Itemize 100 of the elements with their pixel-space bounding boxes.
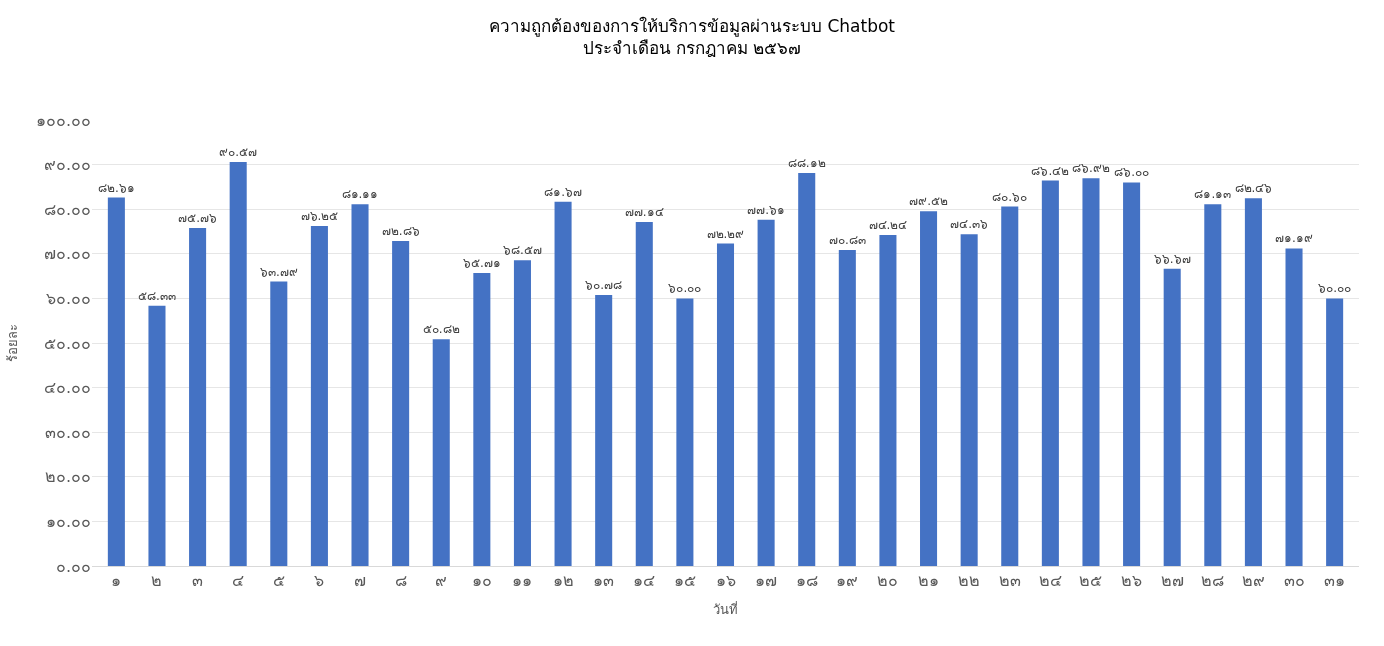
bar bbox=[229, 162, 247, 566]
data-label: ๕๐.๘๒ bbox=[422, 322, 460, 337]
data-label: ๘๖.๙๒ bbox=[1072, 161, 1110, 176]
data-label: ๗๗.๖๑ bbox=[747, 202, 786, 217]
bar bbox=[554, 201, 572, 566]
data-label: ๘๖.๔๒ bbox=[1031, 163, 1070, 178]
x-tick-label: ๘ bbox=[394, 571, 407, 591]
data-label: ๗๗.๑๔ bbox=[624, 204, 664, 219]
data-label: ๗๐.๘๓ bbox=[828, 233, 866, 248]
y-tick-label: ๘๐.๐๐ bbox=[43, 199, 91, 219]
x-tick-label: ๗ bbox=[354, 571, 367, 591]
x-tick-label: ๓๑ bbox=[1324, 571, 1346, 591]
data-label: ๘๐.๖๐ bbox=[992, 189, 1028, 204]
data-label: ๗๖.๒๕ bbox=[300, 208, 339, 223]
x-axis-title: วันที่ bbox=[713, 600, 738, 617]
x-tick-label: ๒๕ bbox=[1079, 571, 1103, 591]
x-tick-label: ๒ bbox=[151, 571, 163, 591]
x-tick-label: ๒๖ bbox=[1121, 571, 1143, 591]
x-tick-label: ๒๐ bbox=[877, 571, 899, 591]
bar bbox=[513, 260, 531, 566]
y-tick-label: ๗๐.๐๐ bbox=[43, 244, 91, 264]
data-label: ๘๑.๑๑ bbox=[341, 187, 379, 202]
bar bbox=[392, 241, 410, 566]
chart-title: ความถูกต้องของการให้บริการข้อมูลผ่านระบบ Chatbot ประจำเดือน กรกฎาคม ๒๕๖๗ bbox=[489, 16, 896, 59]
x-tick-label: ๓ bbox=[192, 571, 204, 591]
x-tick-label: ๑๘ bbox=[795, 571, 818, 591]
x-tick-label: ๒๒ bbox=[958, 571, 981, 591]
data-label: ๘๖.๐๐ bbox=[1114, 165, 1149, 180]
bar bbox=[107, 197, 125, 566]
bar bbox=[838, 250, 856, 566]
x-tick-label: ๒๓ bbox=[998, 571, 1021, 591]
x-tick-label: ๒๔ bbox=[1038, 571, 1062, 591]
bar bbox=[1001, 206, 1019, 566]
y-tick-label: ๑๐๐.๐๐ bbox=[35, 110, 91, 130]
bar bbox=[595, 294, 613, 566]
bar bbox=[1326, 298, 1344, 566]
bar bbox=[351, 204, 369, 566]
x-tick-label: ๒๑ bbox=[918, 571, 940, 591]
data-label: ๖๕.๗๑ bbox=[462, 255, 501, 270]
data-label: ๖๐.๐๐ bbox=[1318, 281, 1352, 296]
data-label: ๖๐.๐๐ bbox=[668, 281, 702, 296]
bar bbox=[1082, 178, 1100, 566]
x-tick-label: ๑๖ bbox=[715, 571, 736, 591]
bar bbox=[270, 281, 288, 566]
data-label: ๘๒.๖๑ bbox=[97, 180, 135, 195]
bar bbox=[432, 339, 450, 566]
bar bbox=[1163, 268, 1181, 566]
y-tick-label: ๙๐.๐๐ bbox=[43, 155, 91, 175]
x-tick-label: ๑ bbox=[111, 571, 122, 591]
data-label: ๕๘.๓๓ bbox=[138, 288, 176, 303]
x-tick-label: ๙ bbox=[435, 571, 448, 591]
y-tick-label: ๐.๐๐ bbox=[55, 556, 91, 576]
x-tick-label: ๑๑ bbox=[512, 571, 533, 591]
bar bbox=[716, 243, 735, 566]
bar bbox=[635, 221, 653, 566]
y-tick-label: ๑๐.๐๐ bbox=[45, 512, 91, 531]
x-tick-label: ๑๙ bbox=[836, 571, 859, 591]
x-tick-label: ๒๘ bbox=[1201, 571, 1225, 591]
bar bbox=[1285, 248, 1303, 566]
x-tick-label: ๔ bbox=[232, 571, 245, 591]
bar bbox=[189, 228, 207, 566]
data-label: ๖๓.๗๙ bbox=[259, 264, 298, 279]
data-label: ๖๖.๖๗ bbox=[1153, 251, 1191, 266]
data-label: ๗๙.๕๒ bbox=[909, 194, 948, 209]
x-tick-label: ๑๐ bbox=[471, 571, 492, 591]
data-label: ๗๑.๑๙ bbox=[1275, 231, 1313, 246]
bar bbox=[879, 234, 897, 566]
data-label: ๘๒.๔๖ bbox=[1234, 181, 1273, 196]
data-label: ๘๘.๑๒ bbox=[787, 155, 826, 170]
data-label: ๗๔.๒๔ bbox=[868, 217, 908, 232]
x-tick-label: ๑๗ bbox=[755, 571, 778, 591]
bar bbox=[310, 225, 328, 566]
y-tick-label: ๕๐.๐๐ bbox=[43, 333, 91, 353]
x-tick-label: ๑๒ bbox=[552, 571, 574, 591]
bar bbox=[960, 234, 978, 566]
data-label: ๗๒.๒๙ bbox=[706, 226, 745, 241]
data-label: ๖๘.๕๗ bbox=[503, 243, 542, 258]
bar bbox=[920, 211, 938, 566]
x-tick-label: ๑๓ bbox=[593, 571, 615, 591]
x-tick-label: ๒๙ bbox=[1241, 571, 1265, 591]
data-label: ๗๕.๗๖ bbox=[178, 211, 217, 226]
bar bbox=[757, 219, 775, 566]
data-label: ๗๒.๘๖ bbox=[381, 224, 420, 239]
x-tick-label: ๑๔ bbox=[633, 571, 656, 591]
y-tick-label: ๔๐.๐๐ bbox=[43, 378, 91, 398]
y-tick-label: ๓๐.๐๐ bbox=[44, 422, 91, 442]
x-tick-label: ๓๐ bbox=[1283, 571, 1305, 591]
data-label: ๙๐.๕๗ bbox=[219, 145, 258, 160]
bar bbox=[148, 305, 166, 566]
x-tick-label: ๒๗ bbox=[1160, 571, 1184, 591]
bar bbox=[1204, 204, 1222, 566]
x-tick-label: ๖ bbox=[314, 571, 325, 591]
bar bbox=[676, 298, 694, 566]
bar bbox=[473, 272, 491, 566]
y-tick-label: ๒๐.๐๐ bbox=[44, 467, 91, 487]
bar bbox=[798, 172, 816, 566]
data-label: ๖๐.๗๘ bbox=[585, 277, 623, 292]
bar bbox=[1123, 182, 1141, 566]
x-tick-label: ๑๕ bbox=[673, 571, 696, 591]
x-tick-label: ๕ bbox=[272, 571, 285, 591]
